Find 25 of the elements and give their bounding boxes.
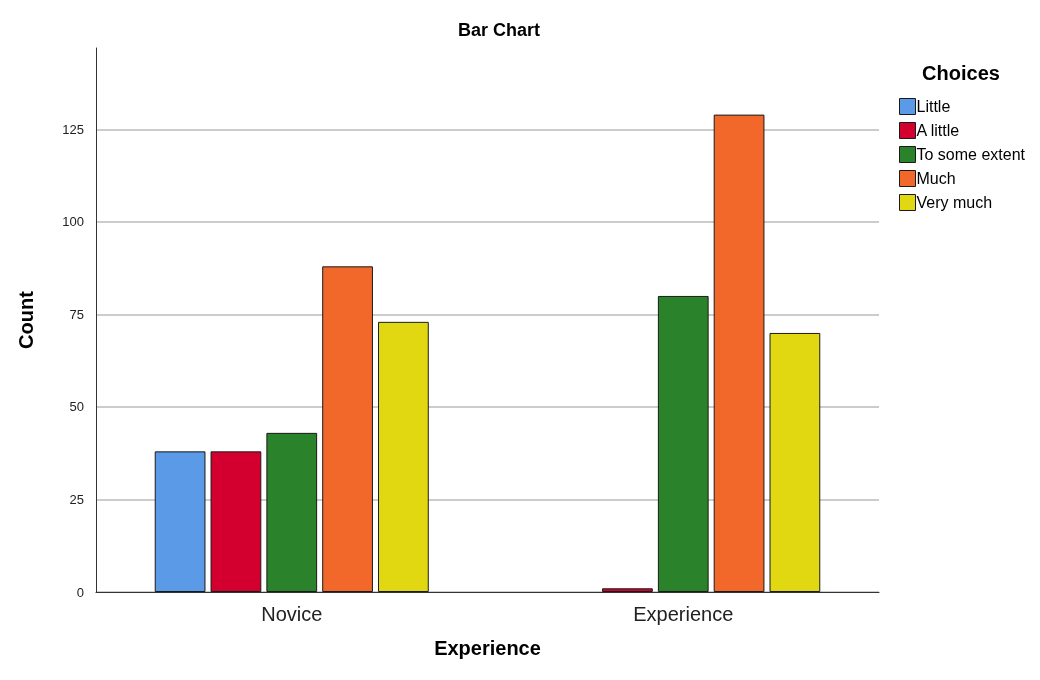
bar xyxy=(210,451,262,592)
x-tick-label: Novice xyxy=(261,603,323,625)
bar xyxy=(713,114,765,592)
chart-title: Bar Chart xyxy=(457,20,541,40)
y-tick-label: 75 xyxy=(69,306,84,322)
bar xyxy=(769,332,821,592)
y-tick-label: 125 xyxy=(62,121,84,137)
x-axis-title: Experience xyxy=(434,637,541,659)
y-tick-label: 25 xyxy=(69,491,84,507)
legend-label: A little xyxy=(916,122,960,139)
legend-label: Little xyxy=(916,98,951,115)
y-axis-title: Count xyxy=(15,290,37,349)
bar xyxy=(657,295,709,592)
legend-label: Much xyxy=(916,170,956,187)
legend-label: Very much xyxy=(916,194,993,211)
bar xyxy=(266,432,318,592)
bar xyxy=(322,266,373,592)
bar xyxy=(378,321,429,592)
y-tick-label: 50 xyxy=(69,399,84,415)
legend-label: To some extent xyxy=(916,146,1026,163)
legend-title: Choices xyxy=(922,62,1000,84)
bar xyxy=(154,451,206,592)
y-tick-label: 0 xyxy=(76,584,84,600)
bar xyxy=(602,588,653,592)
y-tick-label: 100 xyxy=(62,214,84,230)
